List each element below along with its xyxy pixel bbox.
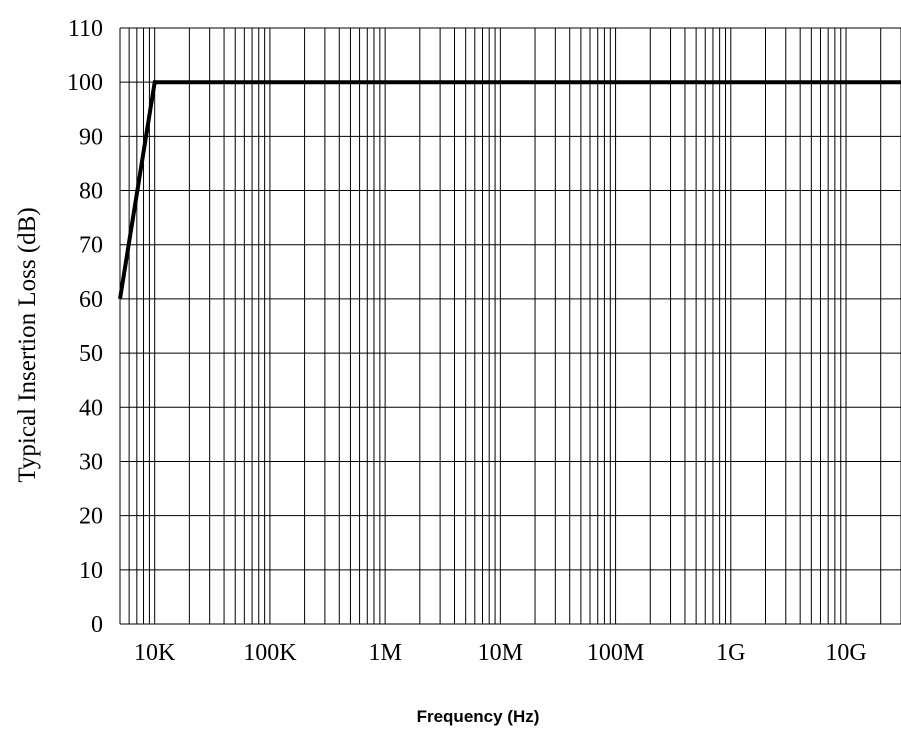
series-line [118, 80, 901, 300]
x-tick-label: 1G [716, 640, 745, 666]
x-axis-label: Frequency (Hz) [417, 707, 540, 726]
y-tick-label: 10 [79, 558, 103, 584]
x-tick-label: 100M [587, 640, 644, 666]
y-tick-label: 80 [79, 179, 103, 205]
x-tick-label: 1M [368, 640, 401, 666]
y-tick-label: 50 [79, 341, 103, 367]
y-axis-label: Typical Insertion Loss (dB) [14, 207, 41, 482]
y-tick-label: 90 [79, 124, 103, 150]
y-tick-label: 110 [68, 16, 103, 42]
y-tick-label: 60 [79, 287, 103, 313]
grid [119, 27, 901, 625]
y-tick-label: 0 [91, 612, 103, 638]
y-tick-label: 40 [79, 395, 103, 421]
y-tick-label: 20 [79, 504, 103, 530]
x-tick-label: 10M [478, 640, 523, 666]
x-tick-labels: 10K 100K 1M 10M 100M 1G 10G [134, 640, 867, 666]
series-layer [118, 80, 901, 300]
x-tick-label: 10G [825, 640, 866, 666]
y-tick-label: 70 [79, 233, 103, 259]
y-tick-label: 30 [79, 449, 103, 475]
y-tick-labels: 0 10 20 30 40 50 60 70 80 90 100 110 [67, 16, 103, 638]
x-tick-label: 100K [243, 640, 297, 666]
y-tick-label: 100 [67, 70, 103, 96]
x-tick-label: 10K [134, 640, 176, 666]
